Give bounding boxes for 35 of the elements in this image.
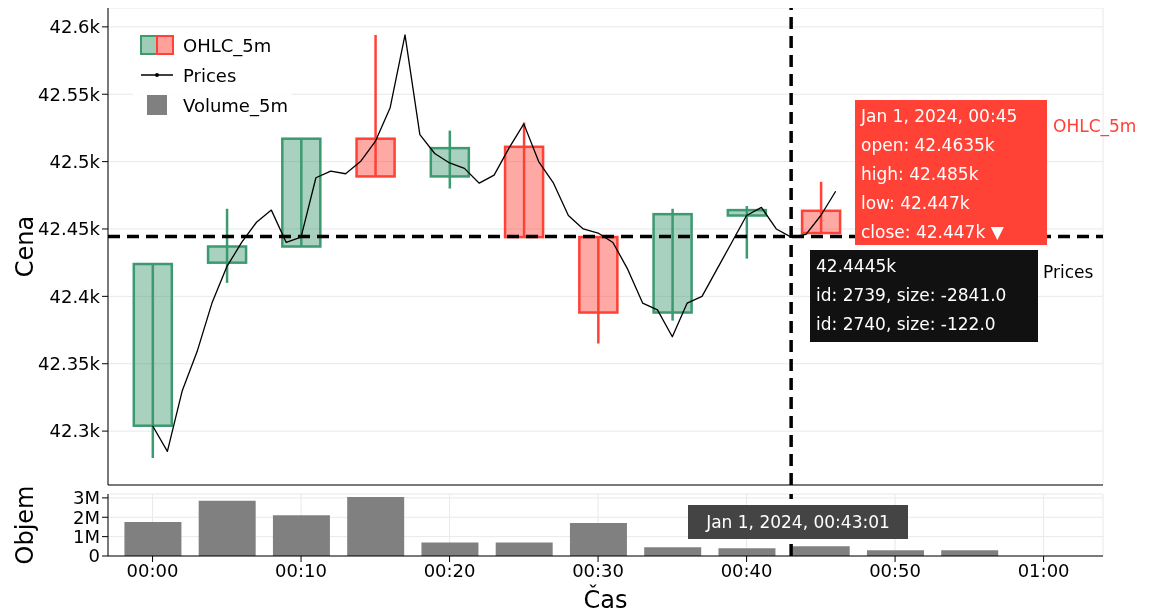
- annotation: id: 2740, size: -122.0: [816, 313, 997, 336]
- ref-line-label: Jan 1, 2024, 00:43:01: [688, 505, 908, 539]
- y-tick-label: 42.4k: [49, 285, 101, 307]
- x-tick-label: 00:30: [572, 559, 625, 581]
- y-tick-label: 42.45k: [38, 218, 101, 240]
- x-tick-label: 00:20: [423, 559, 476, 581]
- y-axis-title: Cena: [10, 215, 39, 278]
- x-tick-label: 00:00: [126, 559, 179, 581]
- annotation: id: 2739, size: -2841.0: [816, 284, 1008, 307]
- annotation: Jan 1, 2024, 00:45: [861, 105, 1019, 128]
- y-tick-label: 42.6k: [49, 16, 101, 38]
- annotation: high: 42.485k: [861, 163, 980, 186]
- legend-label: Prices: [183, 64, 237, 86]
- y-axis-title: Objem: [10, 485, 39, 565]
- legend-label: Volume_5m: [183, 94, 288, 116]
- annotation: open: 42.4635k: [861, 134, 996, 157]
- annotation: close: 42.447k ▼: [861, 221, 1005, 244]
- y-tick-label: 3M: [73, 487, 100, 509]
- legend-label: OHLC_5m: [183, 34, 272, 56]
- y-tick-label: 42.5k: [49, 151, 101, 172]
- x-tick-label: 00:50: [869, 559, 922, 581]
- x-tick-label: 00:40: [720, 559, 773, 581]
- x-axis-title: Čas: [583, 584, 628, 610]
- y-tick-label: 0: [88, 545, 100, 567]
- y-tick-label: 42.35k: [38, 353, 101, 375]
- text: OHLC_5m: [1053, 116, 1137, 136]
- y-tick-label: 42.55k: [38, 83, 101, 105]
- x-tick-label: 00:10: [275, 559, 327, 581]
- ref-line-label: 42.4445k: [816, 255, 898, 278]
- y-tick-label: 42.3k: [49, 420, 101, 442]
- y-tick-label: 1M: [73, 526, 100, 548]
- annotation: low: 42.447k: [861, 192, 971, 215]
- x-tick-label: 01:00: [1017, 559, 1070, 581]
- y-tick-label: 2M: [73, 506, 100, 528]
- text: Prices: [1043, 262, 1094, 282]
